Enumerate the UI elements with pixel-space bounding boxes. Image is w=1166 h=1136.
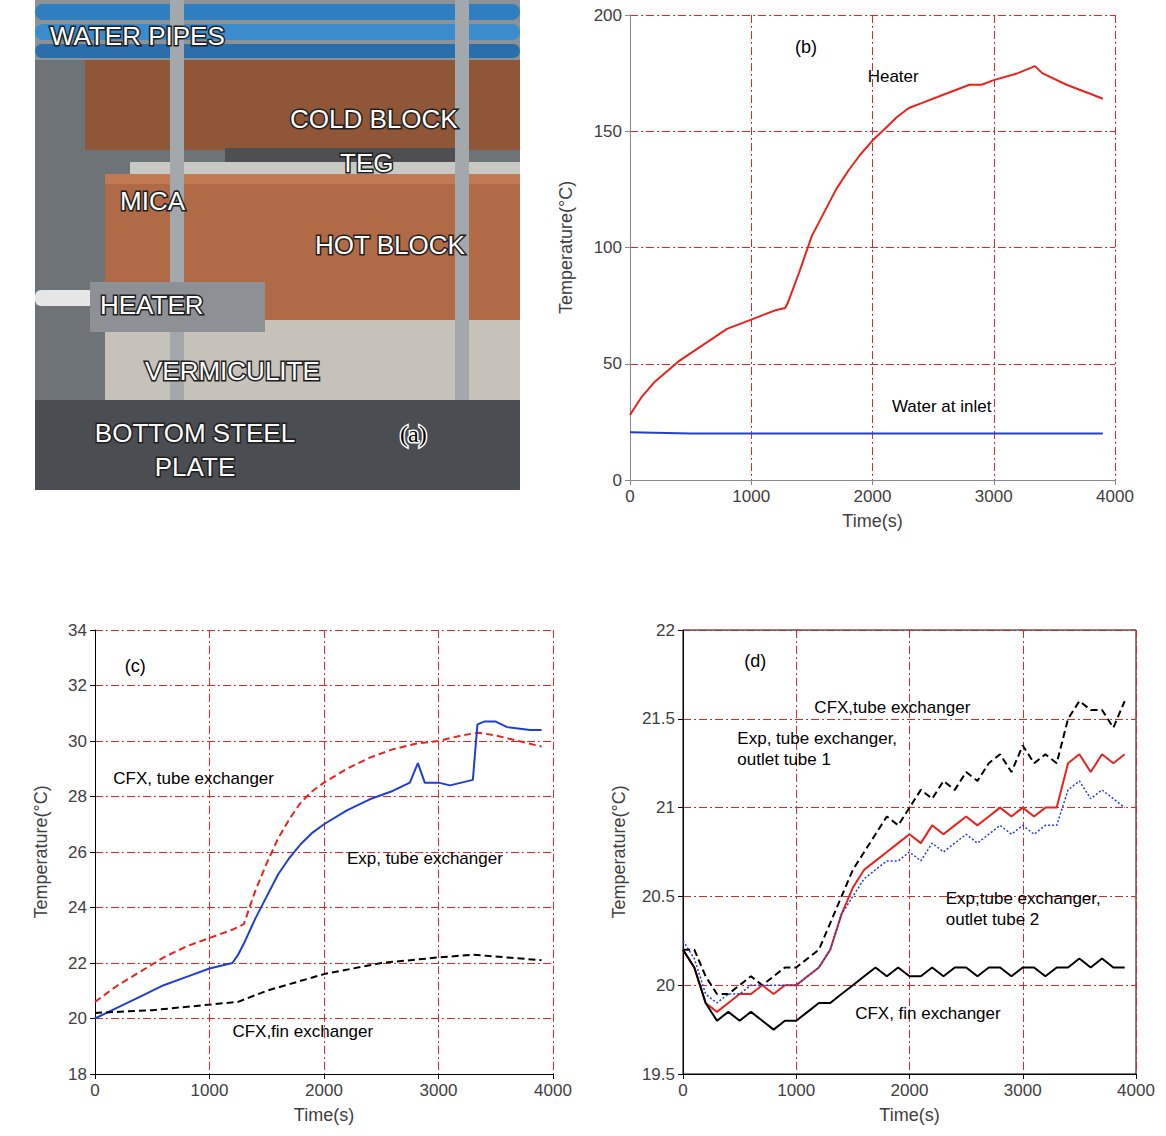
svg-text:TEG: TEG xyxy=(340,148,393,178)
svg-text:Time(s): Time(s) xyxy=(879,1105,939,1125)
svg-text:MICA: MICA xyxy=(120,186,186,216)
svg-text:(a): (a) xyxy=(400,421,427,447)
svg-text:4000: 4000 xyxy=(1096,487,1134,506)
svg-text:20: 20 xyxy=(656,976,675,995)
svg-text:3000: 3000 xyxy=(975,487,1013,506)
svg-text:VERMICULITE: VERMICULITE xyxy=(145,356,320,386)
svg-text:Time(s): Time(s) xyxy=(842,511,902,531)
svg-text:1000: 1000 xyxy=(777,1081,815,1100)
svg-text:0: 0 xyxy=(90,1081,99,1100)
svg-text:200: 200 xyxy=(594,6,622,25)
svg-text:outlet tube 2: outlet tube 2 xyxy=(946,910,1040,929)
svg-text:21.5: 21.5 xyxy=(642,709,675,728)
svg-text:Exp, tube exchanger: Exp, tube exchanger xyxy=(347,849,503,868)
svg-text:24: 24 xyxy=(68,898,87,917)
svg-text:outlet tube 1: outlet tube 1 xyxy=(737,750,831,769)
svg-text:CFX, fin exchanger: CFX, fin exchanger xyxy=(855,1004,1001,1023)
svg-text:4000: 4000 xyxy=(1117,1081,1155,1100)
svg-text:1000: 1000 xyxy=(732,487,770,506)
svg-text:(d): (d) xyxy=(744,651,766,671)
svg-text:0: 0 xyxy=(625,487,634,506)
svg-text:HEATER: HEATER xyxy=(100,290,204,320)
svg-text:Temperature(°C): Temperature(°C) xyxy=(556,181,576,314)
svg-text:19.5: 19.5 xyxy=(642,1065,675,1084)
svg-text:CFX,fin exchanger: CFX,fin exchanger xyxy=(232,1022,373,1041)
svg-text:20.5: 20.5 xyxy=(642,887,675,906)
svg-text:(b): (b) xyxy=(795,37,817,57)
svg-text:WATER PIPES: WATER PIPES xyxy=(50,21,225,51)
svg-text:Temperature(°C): Temperature(°C) xyxy=(609,785,629,918)
svg-text:18: 18 xyxy=(68,1065,87,1084)
svg-text:34: 34 xyxy=(68,621,87,640)
svg-text:22: 22 xyxy=(656,621,675,640)
svg-text:HOT BLOCK: HOT BLOCK xyxy=(315,230,465,260)
svg-text:32: 32 xyxy=(68,676,87,695)
svg-text:Time(s): Time(s) xyxy=(294,1105,354,1125)
svg-text:0: 0 xyxy=(613,471,622,490)
svg-text:Heater: Heater xyxy=(868,67,919,86)
svg-text:2000: 2000 xyxy=(305,1081,343,1100)
svg-text:26: 26 xyxy=(68,843,87,862)
svg-text:21: 21 xyxy=(656,798,675,817)
svg-text:50: 50 xyxy=(603,354,622,373)
svg-text:3000: 3000 xyxy=(420,1081,458,1100)
svg-text:Exp, tube exchanger,: Exp, tube exchanger, xyxy=(737,729,897,748)
svg-text:(c): (c) xyxy=(125,656,146,676)
svg-text:150: 150 xyxy=(594,122,622,141)
svg-text:COLD BLOCK: COLD BLOCK xyxy=(290,104,458,134)
svg-text:20: 20 xyxy=(68,1009,87,1028)
svg-text:100: 100 xyxy=(594,238,622,257)
svg-text:4000: 4000 xyxy=(534,1081,572,1100)
svg-text:CFX,tube exchanger: CFX,tube exchanger xyxy=(814,698,970,717)
svg-text:2000: 2000 xyxy=(854,487,892,506)
svg-text:28: 28 xyxy=(68,787,87,806)
svg-text:Exp,tube exchanger,: Exp,tube exchanger, xyxy=(946,889,1101,908)
svg-text:Water at inlet: Water at inlet xyxy=(892,397,992,416)
svg-text:0: 0 xyxy=(678,1081,687,1100)
svg-text:2000: 2000 xyxy=(891,1081,929,1100)
svg-text:3000: 3000 xyxy=(1004,1081,1042,1100)
svg-text:CFX, tube exchanger: CFX, tube exchanger xyxy=(113,769,274,788)
svg-text:1000: 1000 xyxy=(191,1081,229,1100)
svg-text:Temperature(°C): Temperature(°C) xyxy=(31,785,51,918)
svg-text:BOTTOM STEELPLATE: BOTTOM STEELPLATE xyxy=(95,418,295,482)
svg-text:22: 22 xyxy=(68,954,87,973)
svg-text:30: 30 xyxy=(68,732,87,751)
